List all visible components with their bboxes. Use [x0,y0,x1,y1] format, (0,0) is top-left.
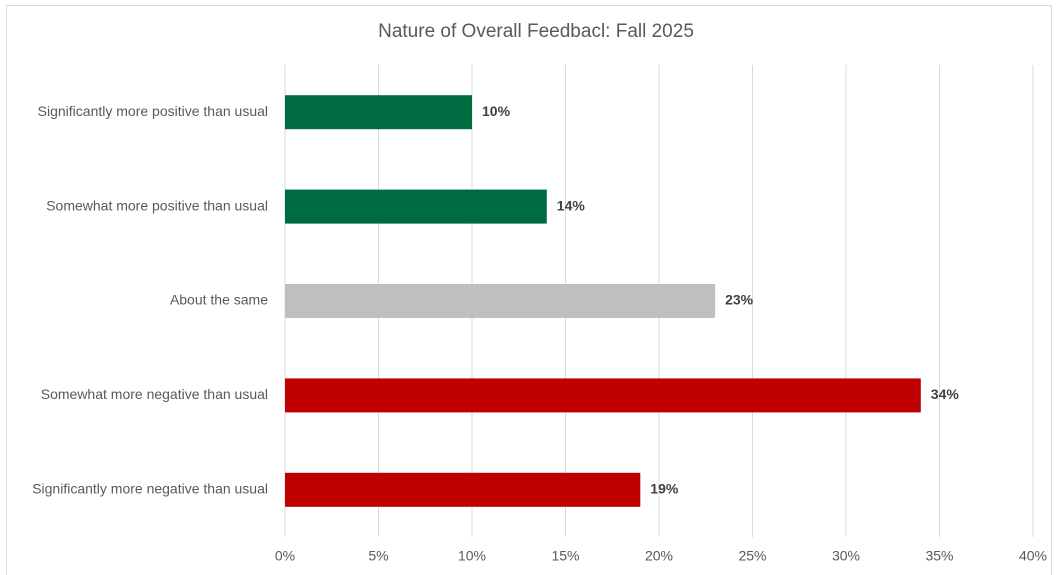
x-tick-label: 35% [925,548,953,564]
data-label: 34% [931,386,960,402]
x-tick-label: 30% [832,548,860,564]
chart-title: Nature of Overall Feedbacl: Fall 2025 [378,21,694,42]
x-tick-label: 15% [551,548,579,564]
bar [285,284,716,318]
y-tick-label: Significantly more negative than usual [32,481,268,497]
bar [285,189,547,224]
x-tick-label: 20% [645,548,673,564]
data-label: 10% [482,103,511,119]
x-tick-label: 5% [368,548,388,564]
bar [285,95,472,130]
y-tick-label: Significantly more positive than usual [38,103,268,119]
x-tick-label: 25% [738,548,766,564]
y-tick-label: Somewhat more negative than usual [41,386,268,402]
x-tick-label: 0% [275,548,295,564]
x-tick-label: 40% [1019,548,1047,564]
data-label: 23% [725,292,754,308]
x-tick-label: 10% [458,548,486,564]
y-tick-label: About the same [170,292,268,308]
data-label: 19% [650,481,679,497]
y-tick-label: Somewhat more positive than usual [46,197,268,213]
bar [285,378,921,413]
bar [285,472,641,507]
data-label: 14% [557,197,586,213]
